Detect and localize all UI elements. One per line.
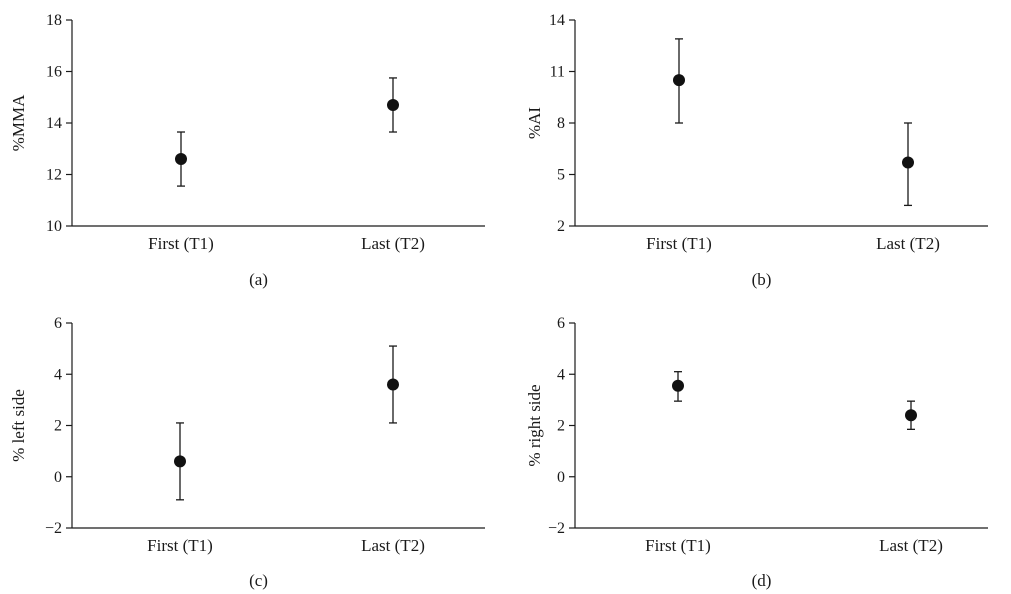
y-tick-label: −2 [45, 520, 62, 537]
chart-panel-a: 10 12 14 16 18 %MMA First (T1) Last (T2) (a) [9, 12, 485, 289]
y-tick-label: 2 [557, 418, 565, 435]
data-point [387, 98, 399, 111]
data-point [673, 74, 685, 87]
y-tick-label: −2 [548, 520, 565, 537]
y-axis-title: %MMA [9, 94, 28, 151]
data-point [902, 156, 914, 169]
x-category-label: Last (T2) [361, 536, 425, 555]
data-point [174, 455, 186, 468]
panel-label: (c) [249, 571, 268, 590]
y-tick-label: 12 [46, 167, 62, 184]
y-tick-label: 8 [557, 115, 565, 132]
y-tick-label: 2 [54, 418, 62, 435]
panel-label: (a) [249, 270, 268, 289]
x-category-label: First (T1) [148, 234, 214, 253]
chart-panel-b: 2 5 8 11 14 %AI First (T1) Last (T2) (b) [525, 12, 988, 289]
x-category-label: Last (T2) [876, 234, 940, 253]
y-tick-label: 6 [557, 315, 565, 332]
data-point [387, 378, 399, 391]
y-tick-label: 0 [54, 469, 62, 486]
x-category-label: Last (T2) [879, 536, 943, 555]
data-point [905, 409, 917, 422]
y-tick-label: 14 [549, 12, 565, 29]
y-tick-label: 0 [557, 469, 565, 486]
y-tick-label: 4 [54, 366, 62, 383]
panel-label: (b) [752, 270, 772, 289]
y-axis-title: % left side [9, 389, 28, 462]
y-tick-label: 16 [46, 64, 62, 81]
y-tick-label: 11 [550, 64, 565, 81]
y-axis-title: %AI [525, 107, 544, 139]
x-category-label: Last (T2) [361, 234, 425, 253]
y-tick-label: 6 [54, 315, 62, 332]
panel-label: (d) [752, 571, 772, 590]
y-tick-label: 5 [557, 167, 565, 184]
y-tick-label: 14 [46, 115, 62, 132]
x-category-label: First (T1) [147, 536, 213, 555]
y-tick-label: 2 [557, 218, 565, 235]
y-axis-title: % right side [525, 384, 544, 466]
data-point [175, 153, 187, 166]
y-tick-label: 10 [46, 218, 62, 235]
chart-panel-c: −2 0 2 4 6 % left side First (T1) Last (T2) (c) [9, 315, 485, 590]
y-tick-label: 4 [557, 366, 565, 383]
chart-panel-d: −2 0 2 4 6 % right side First (T1) Last (T2) (d) [525, 315, 988, 590]
data-point [672, 379, 684, 392]
y-tick-label: 18 [46, 12, 62, 29]
x-category-label: First (T1) [646, 234, 712, 253]
x-category-label: First (T1) [645, 536, 711, 555]
